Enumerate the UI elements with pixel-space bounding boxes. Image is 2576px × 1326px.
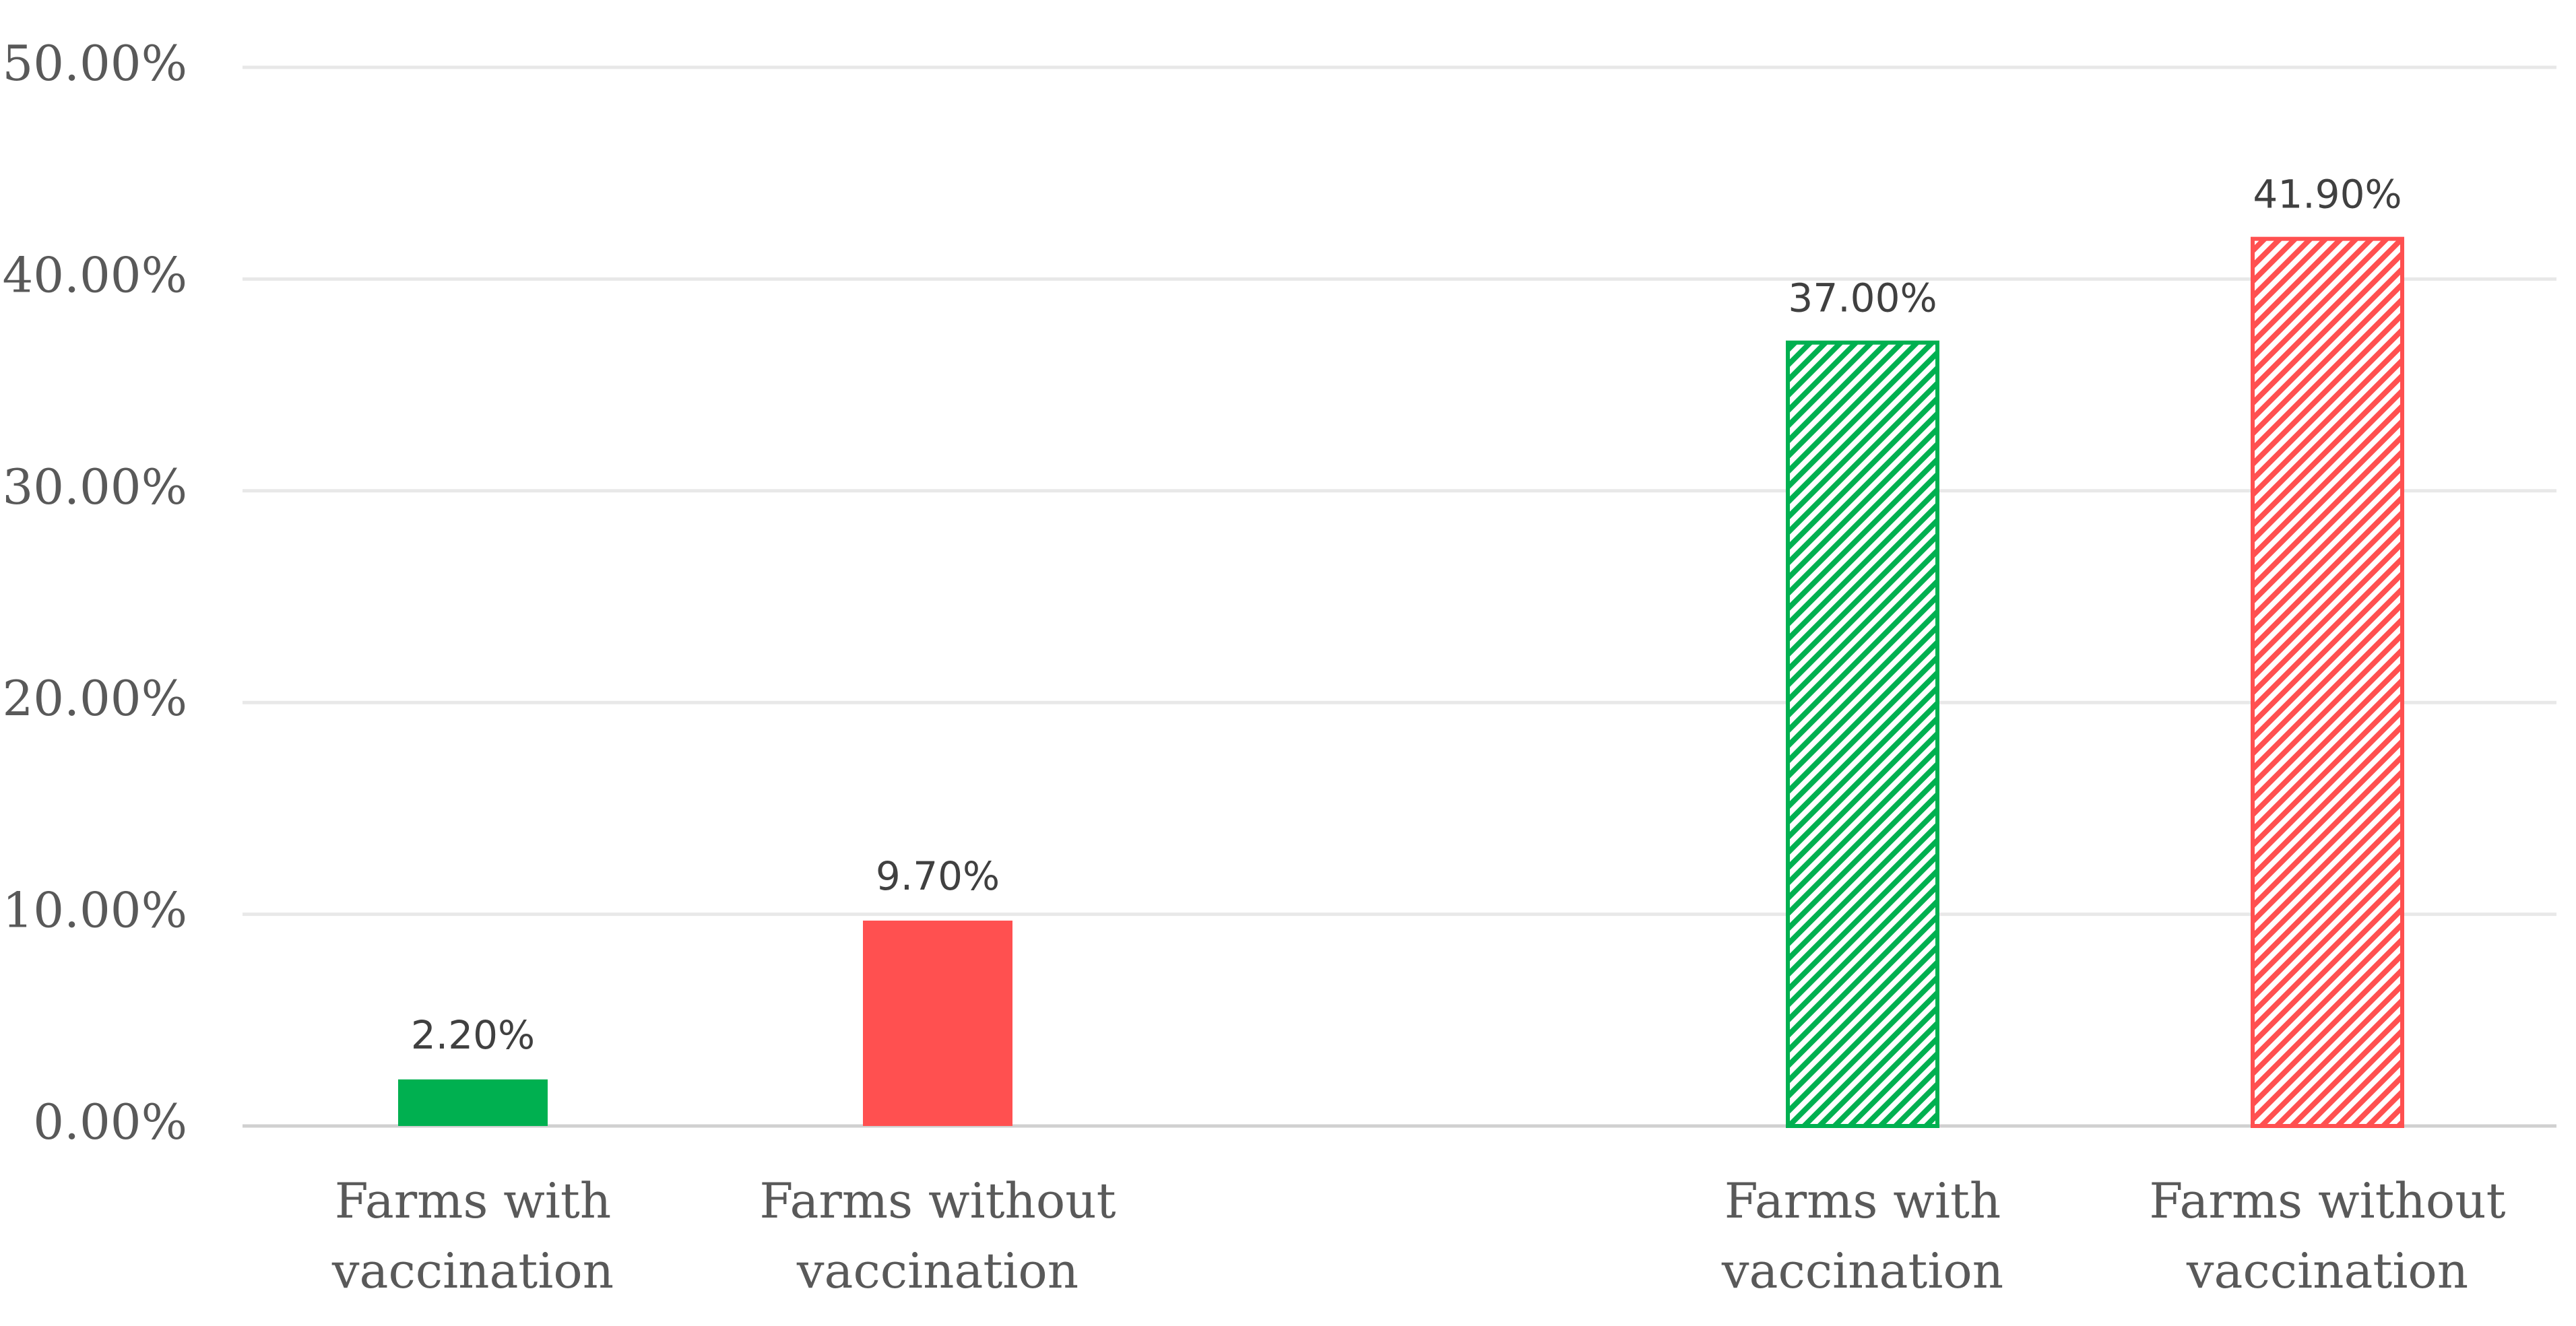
x-category-label: Farms without (759, 1172, 1116, 1229)
bar (863, 921, 1012, 1126)
x-category-label: vaccination (1721, 1242, 2003, 1299)
gridlines (243, 65, 2556, 1128)
y-tick-label: 40.00% (2, 246, 187, 303)
x-category-label: Farms with (1725, 1172, 2001, 1229)
x-axis-category-labels: Farms with vaccination Farms without vaccin… (331, 1172, 2506, 1299)
data-label: 41.90% (2253, 172, 2402, 218)
y-tick-label: 30.00% (2, 459, 187, 515)
x-category-label: Farms with (335, 1172, 611, 1229)
y-tick-label: 20.00% (2, 670, 187, 727)
y-tick-label: 0.00% (33, 1094, 187, 1150)
bar (2251, 236, 2404, 1129)
bar (398, 1079, 548, 1126)
x-category-label: Farms without (2149, 1172, 2505, 1229)
data-label: 37.00% (1788, 275, 1937, 321)
x-category-label: vaccination (2186, 1242, 2468, 1299)
data-label: 2.20% (411, 1012, 535, 1058)
y-tick-label: 50.00% (2, 35, 187, 92)
data-labels: 2.20% 9.70% 37.00% 41.90% (411, 172, 2402, 1058)
bar (1786, 340, 1939, 1129)
bars (398, 236, 2404, 1129)
y-tick-label: 10.00% (2, 882, 187, 939)
x-category-label: vaccination (796, 1242, 1078, 1299)
data-label: 9.70% (876, 853, 1000, 899)
x-category-label: vaccination (331, 1242, 614, 1299)
y-axis-tick-labels: 0.00% 10.00% 20.00% 30.00% 40.00% 50.00% (2, 35, 187, 1150)
